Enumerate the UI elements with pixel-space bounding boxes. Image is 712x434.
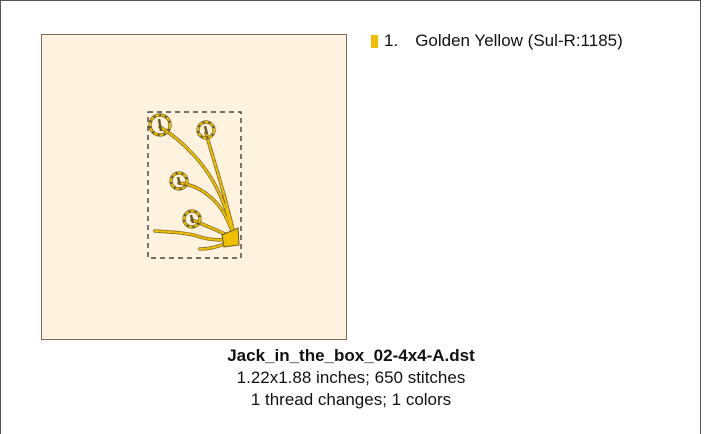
design-preview	[147, 111, 242, 259]
circle-3	[169, 171, 189, 191]
design-thread-changes: 1 thread changes; 1 colors	[250, 390, 452, 409]
circle-2	[196, 120, 216, 140]
thread-color-swatch	[371, 35, 378, 48]
thread-name: Golden Yellow (Sul-R:1185)	[415, 31, 623, 50]
circle-1	[148, 113, 172, 137]
thread-legend-item: 1. Golden Yellow (Sul-R:1185)	[371, 31, 623, 51]
fan-base	[221, 227, 240, 248]
design-info: Jack_in_the_box_02-4x4-A.dst 1.22x1.88 i…	[41, 345, 661, 411]
circle-4	[182, 209, 202, 229]
stitch-circles	[148, 113, 216, 229]
thread-number: 1.	[384, 31, 399, 50]
hoop-preview	[41, 34, 347, 340]
design-bounding-box	[147, 111, 242, 259]
design-filename: Jack_in_the_box_02-4x4-A.dst	[227, 346, 475, 365]
design-dimensions: 1.22x1.88 inches; 650 stitches	[236, 368, 466, 387]
